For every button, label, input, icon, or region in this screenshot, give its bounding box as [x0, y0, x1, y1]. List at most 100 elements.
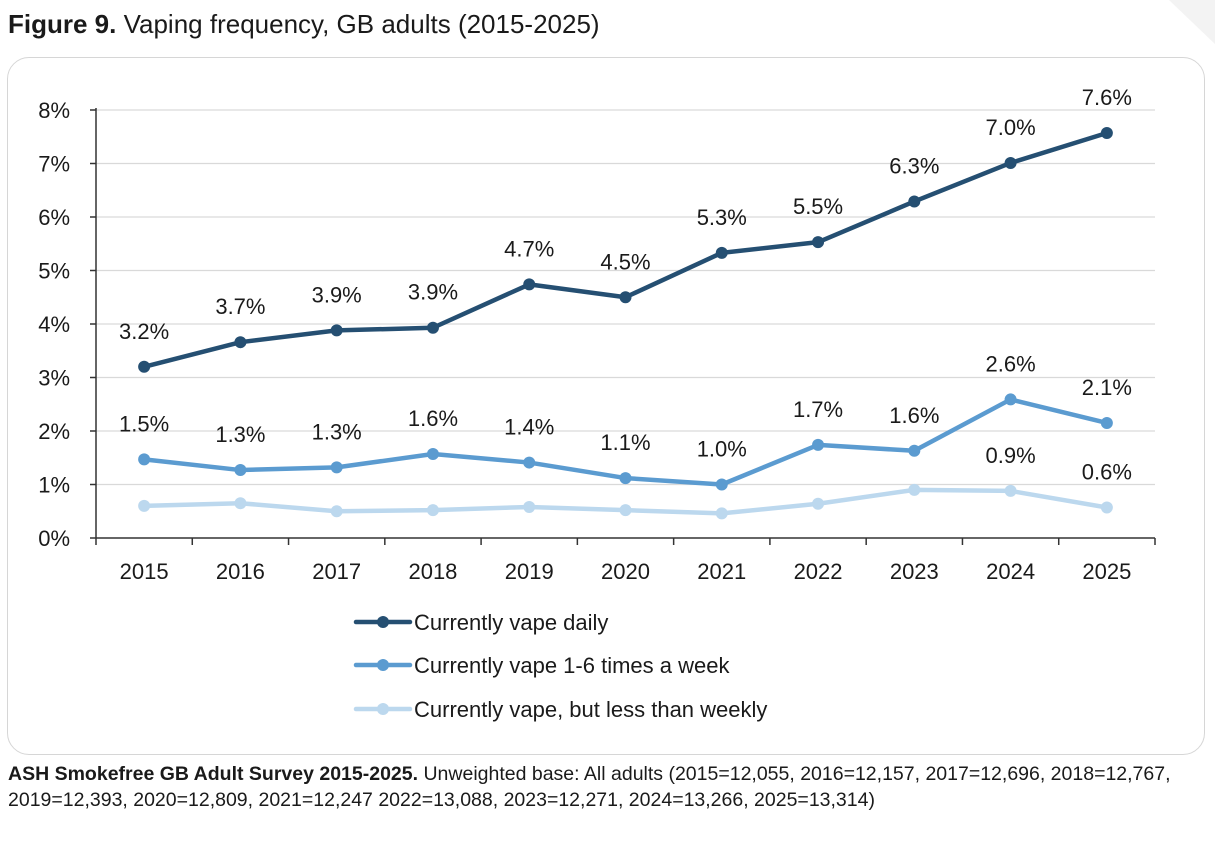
data-label: 0.6% [1082, 460, 1132, 485]
data-label: 7.6% [1082, 85, 1132, 110]
data-point [908, 195, 921, 208]
figure-caption: Vaping frequency, GB adults (2015-2025) [123, 9, 600, 39]
y-tick-label: 5% [38, 259, 70, 284]
legend-label: Currently vape daily [414, 610, 608, 635]
y-tick-label: 3% [38, 366, 70, 391]
data-label: 5.3% [697, 205, 747, 230]
data-point [330, 505, 343, 518]
data-point [1004, 156, 1017, 169]
x-tick-label: 2019 [505, 559, 554, 584]
data-point [619, 291, 632, 304]
legend-swatch-marker [377, 616, 389, 628]
x-tick-label: 2015 [120, 559, 169, 584]
data-point [234, 336, 247, 349]
legend-item: Currently vape daily [353, 610, 608, 635]
x-tick-label: 2025 [1082, 559, 1131, 584]
data-label: 1.4% [504, 415, 554, 440]
data-label: 2.6% [986, 351, 1036, 376]
data-label: 3.9% [312, 282, 362, 307]
data-label: 5.5% [793, 194, 843, 219]
data-point [619, 504, 632, 517]
data-point [812, 497, 825, 510]
legend-swatch-marker [377, 659, 389, 671]
data-point [523, 278, 536, 291]
data-label: 1.5% [119, 411, 169, 436]
data-point [908, 444, 921, 457]
data-point [138, 453, 151, 466]
data-point [330, 461, 343, 474]
data-label: 1.1% [600, 430, 650, 455]
data-point [1100, 127, 1113, 140]
legend-item: Currently vape, but less than weekly [353, 697, 767, 722]
data-point [138, 499, 151, 512]
data-labels: 3.2% 3.7% 3.9% 3.9% 4.7% 4.5% 5.3% 5.5% 6.3% 7.0%… [119, 85, 1132, 485]
y-tick-label: 8% [38, 98, 70, 123]
data-label: 3.2% [119, 319, 169, 344]
legend-swatch-marker [377, 703, 389, 715]
data-label: 1.7% [793, 397, 843, 422]
vaping-frequency-chart: 0%1%2%3%4%5%6%7%8%2015 2016 2017 2018 2019 20… [38, 85, 1156, 722]
y-tick-label: 2% [38, 419, 70, 444]
corner-decoration [1085, 0, 1215, 110]
data-point [138, 360, 151, 373]
y-tick-label: 4% [38, 312, 70, 337]
x-tick-label: 2023 [890, 559, 939, 584]
data-label: 3.9% [408, 280, 458, 305]
data-label: 1.3% [312, 419, 362, 444]
data-label: 1.3% [215, 422, 265, 447]
data-label: 7.0% [986, 115, 1036, 140]
data-point [523, 456, 536, 469]
chart-frame [7, 57, 1205, 755]
x-tick-label: 2021 [697, 559, 746, 584]
y-axis-ticks: 0% 1% 2% 3% 4% 5% 6% 7% 8% [38, 98, 96, 551]
data-point [330, 324, 343, 337]
x-tick-label: 2016 [216, 559, 265, 584]
data-label: 4.5% [600, 249, 650, 274]
y-tick-label: 6% [38, 205, 70, 230]
gridlines [96, 109, 1155, 486]
data-label: 1.0% [697, 437, 747, 462]
y-tick-label: 0% [38, 526, 70, 551]
legend-item: Currently vape 1-6 times a week [353, 653, 730, 678]
series-3 [138, 483, 1113, 520]
legend: Currently vape daily Currently vape 1-6 t… [353, 610, 767, 722]
data-point [715, 478, 728, 491]
figure-title: Figure 9. Vaping frequency, GB adults (2… [8, 6, 600, 42]
data-point [812, 438, 825, 451]
source-note: ASH Smokefree GB Adult Survey 2015-2025.… [8, 761, 1198, 813]
x-tick-label: 2024 [986, 559, 1035, 584]
x-tick-label: 2017 [312, 559, 361, 584]
x-tick-label: 2020 [601, 559, 650, 584]
data-point [426, 321, 439, 334]
x-tick-label: 2018 [408, 559, 457, 584]
data-point [715, 246, 728, 259]
figure-number: Figure 9. [8, 9, 117, 39]
data-point [812, 236, 825, 249]
x-axis-ticks: 2015 2016 2017 2018 2019 2020 2021 2022 2023 2024… [95, 538, 1156, 584]
data-point [1004, 484, 1017, 497]
data-point [523, 500, 536, 513]
data-point [1004, 393, 1017, 406]
series-2 [138, 393, 1113, 491]
data-point [1100, 501, 1113, 514]
data-label: 2.1% [1082, 375, 1132, 400]
data-point [234, 497, 247, 510]
data-point [426, 504, 439, 517]
data-point [619, 472, 632, 485]
source-text: Unweighted base: All adults (2015=12,055… [8, 763, 1171, 811]
data-label: 3.7% [215, 294, 265, 319]
series-1 [138, 127, 1113, 373]
data-label: 1.6% [408, 406, 458, 431]
data-label: 0.9% [986, 443, 1036, 468]
data-point [1100, 416, 1113, 429]
x-tick-label: 2022 [794, 559, 843, 584]
y-tick-label: 1% [38, 473, 70, 498]
legend-label: Currently vape, but less than weekly [414, 697, 767, 722]
legend-label: Currently vape 1-6 times a week [414, 653, 730, 678]
data-label: 4.7% [504, 236, 554, 261]
data-point [908, 483, 921, 496]
source-label: ASH Smokefree GB Adult Survey 2015-2025. [8, 763, 419, 785]
data-label: 6.3% [889, 153, 939, 178]
data-point [426, 448, 439, 461]
y-tick-label: 7% [38, 152, 70, 177]
